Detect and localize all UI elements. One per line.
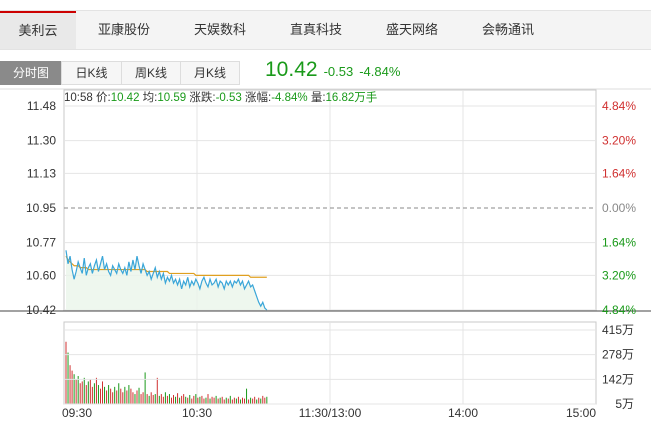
- price-area-fill: [66, 250, 267, 310]
- volume-tick-2: 142万: [602, 372, 634, 386]
- info-pct: -4.84%: [271, 92, 308, 104]
- info-change: -0.53: [215, 92, 242, 104]
- info-price: 10.42: [110, 92, 140, 104]
- time-tick-2: 11:30/13:00: [299, 406, 362, 420]
- price-tick-4: 10.77: [26, 236, 56, 250]
- volume-tick-0: 415万: [602, 323, 634, 337]
- intraday-chart-svg: 11.48 11.30 11.13 10.95 10.77 10.60 10.42 4.84%…: [0, 88, 651, 420]
- stock-tab-4[interactable]: 盛天网络: [385, 22, 438, 37]
- info-avg: 10.59: [157, 92, 187, 104]
- period-tab-1[interactable]: 日K线: [61, 61, 122, 85]
- time-tick-3: 14:00: [448, 406, 478, 420]
- price-tick-2: 11.13: [27, 166, 56, 180]
- period-tab-3[interactable]: 月K线: [180, 61, 240, 85]
- info-time: 10:58: [64, 92, 93, 104]
- time-tick-1: 10:30: [182, 406, 212, 420]
- quote-change: -0.53: [323, 64, 354, 79]
- stock-tab-0[interactable]: 美利云: [0, 11, 76, 49]
- stock-tab-3[interactable]: 直真科技: [289, 22, 342, 37]
- pct-tick-2: 1.64%: [602, 166, 636, 180]
- crosshair-info-bar: 10:58 价:10.42 均:10.59 涨跌:-0.53 涨幅:-4.84%…: [64, 89, 377, 105]
- price-tick-6: 10.42: [26, 303, 56, 317]
- info-avg-label: 均:: [142, 92, 158, 104]
- stock-tabs: 美利云 亚康股份 天娱数科 直真科技 盛天网络 会畅通讯: [0, 10, 651, 50]
- period-tabs: 分时图 日K线 周K线 月K线: [0, 61, 240, 85]
- quote-change-pct: -4.84%: [359, 64, 401, 79]
- info-price-label: 价:: [95, 92, 111, 104]
- time-tick-0: 09:30: [62, 406, 92, 420]
- volume-tick-3: 5万: [615, 397, 634, 411]
- intraday-chart[interactable]: 11.48 11.30 11.13 10.95 10.77 10.60 10.42 4.84%…: [0, 86, 651, 420]
- pct-tick-1: 3.20%: [602, 134, 636, 148]
- quote-price: 10.42: [265, 58, 318, 81]
- pct-tick-5: 3.20%: [602, 268, 636, 282]
- period-tab-2[interactable]: 周K线: [121, 61, 181, 85]
- price-tick-3: 10.95: [26, 201, 56, 215]
- price-tick-1: 11.30: [27, 134, 56, 148]
- pct-tick-6: 4.84%: [602, 303, 636, 317]
- pct-tick-3: 0.00%: [602, 201, 636, 215]
- stock-tab-2[interactable]: 天娱数科: [193, 22, 246, 37]
- quote-summary: 10.42 -0.53 -4.84%: [265, 58, 406, 86]
- price-tick-0: 11.48: [27, 99, 56, 113]
- period-tab-0[interactable]: 分时图: [0, 61, 62, 85]
- pct-tick-0: 4.84%: [602, 99, 636, 113]
- volume-tick-1: 278万: [602, 348, 634, 362]
- info-vol-label: 量:: [310, 92, 326, 104]
- price-tick-5: 10.60: [26, 268, 56, 282]
- info-pct-label: 涨幅:: [244, 92, 272, 104]
- price-line: [65, 250, 268, 311]
- pct-tick-4: 1.64%: [602, 236, 636, 250]
- stock-tab-5[interactable]: 会畅通讯: [481, 22, 534, 37]
- info-change-label: 涨跌:: [189, 92, 216, 104]
- info-vol: 16.82万手: [325, 92, 378, 104]
- stock-tab-1[interactable]: 亚康股份: [97, 22, 150, 37]
- time-tick-4: 15:00: [566, 406, 596, 420]
